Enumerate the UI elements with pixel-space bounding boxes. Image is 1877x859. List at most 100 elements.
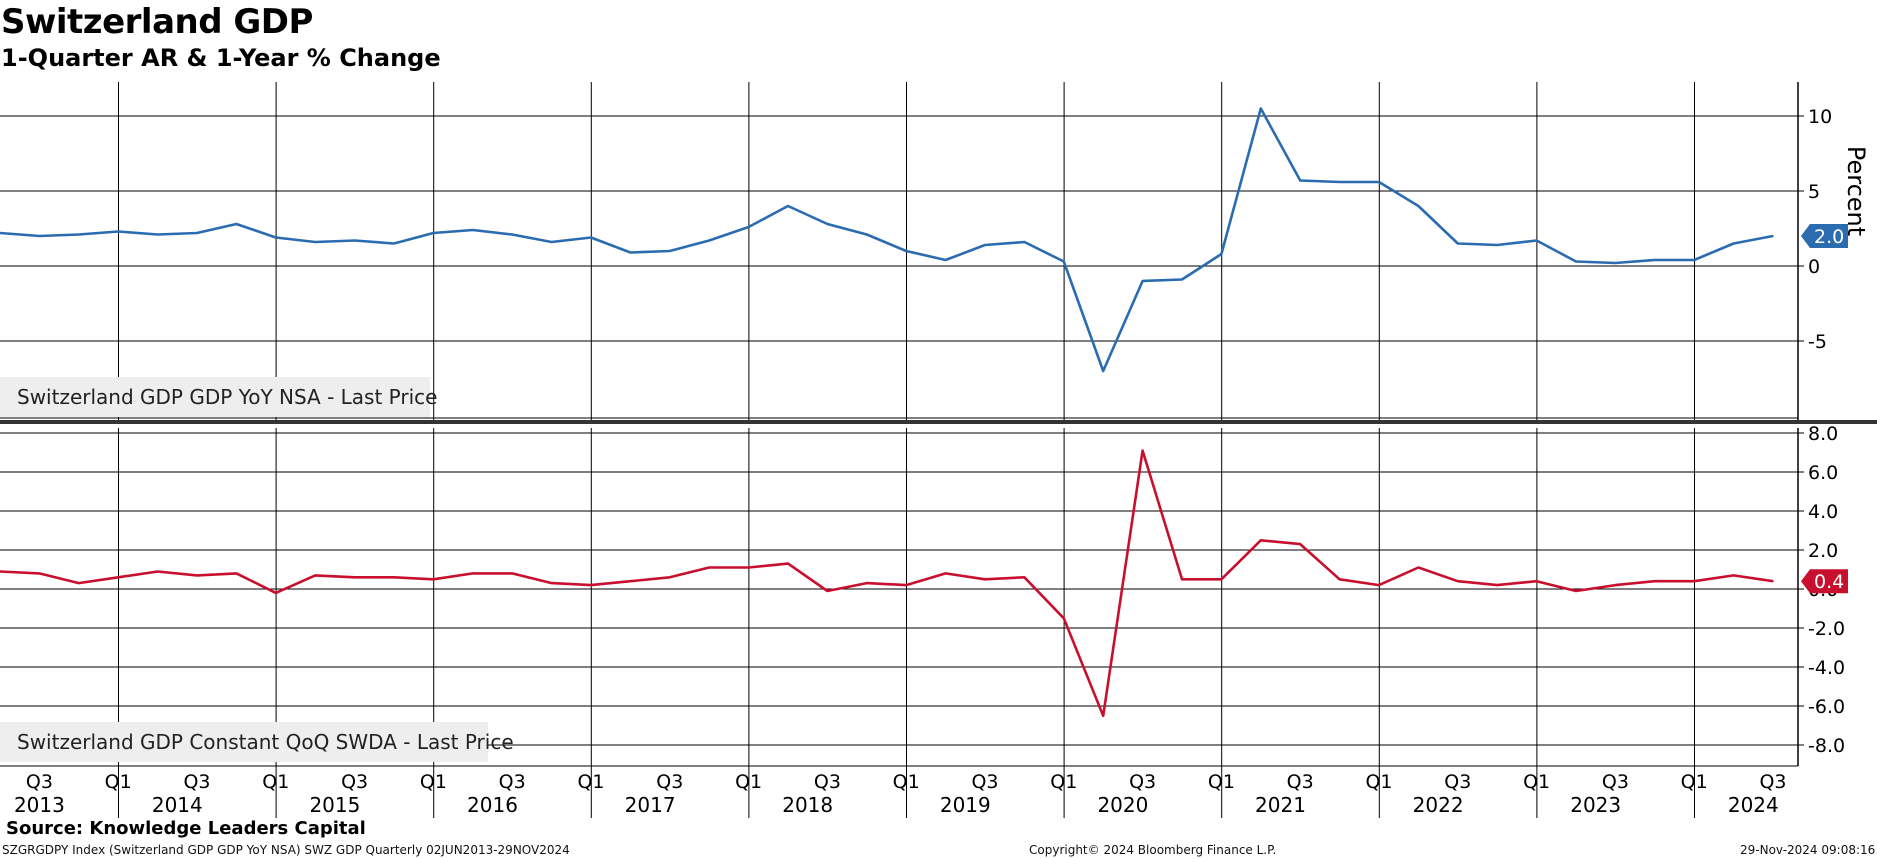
- data-point-yoy: [117, 230, 119, 233]
- footer-timestamp: 29-Nov-2024 09:08:16: [1740, 843, 1876, 857]
- x-year-label: 2023: [1570, 793, 1621, 817]
- data-point-yoy: [314, 241, 317, 243]
- data-point-yoy: [393, 242, 395, 245]
- data-point-yoy: [1260, 107, 1262, 110]
- data-point-qoq: [314, 574, 317, 577]
- last-value-tag-qoq: 0.4: [1801, 569, 1848, 594]
- data-point-yoy: [156, 233, 159, 236]
- data-point-yoy: [1732, 242, 1735, 245]
- ytick-label-yoy: 10: [1808, 106, 1832, 128]
- ytick-label-qoq: -2.0: [1808, 618, 1845, 640]
- ytick-label-qoq: 2.0: [1808, 540, 1838, 562]
- legend-yoy: Switzerland GDP GDP YoY NSA - Last Price: [0, 377, 437, 417]
- data-point-yoy: [1575, 260, 1577, 263]
- data-point-yoy: [1457, 242, 1459, 245]
- data-point-yoy: [1535, 239, 1538, 242]
- data-point-yoy: [235, 223, 238, 225]
- data-point-qoq: [1260, 539, 1262, 542]
- data-point-yoy: [1338, 181, 1341, 183]
- x-year-label: 2020: [1097, 793, 1148, 817]
- footer-copyright: Copyright© 2024 Bloomberg Finance L.P.: [1029, 843, 1277, 857]
- series-line-yoy: [0, 107, 1774, 373]
- data-point-qoq: [984, 578, 986, 581]
- legend-qoq: Switzerland GDP Constant QoQ SWDA - Last…: [0, 722, 514, 762]
- chart-subtitle: 1-Quarter AR & 1-Year % Change: [1, 44, 441, 72]
- data-point-qoq: [1535, 580, 1538, 582]
- data-point-qoq: [787, 562, 789, 565]
- data-point-qoq: [944, 572, 947, 575]
- data-point-yoy: [78, 233, 80, 236]
- x-tick-label: Q3: [1129, 771, 1156, 793]
- data-point-yoy: [1102, 370, 1104, 372]
- data-point-qoq: [1338, 578, 1341, 581]
- data-point-qoq: [0, 570, 1, 573]
- data-point-qoq: [1141, 449, 1144, 452]
- data-point-yoy: [1496, 244, 1498, 246]
- data-point-yoy: [826, 223, 829, 225]
- x-year-label: 2022: [1413, 793, 1464, 817]
- data-point-yoy: [432, 232, 435, 234]
- data-point-qoq: [353, 576, 356, 579]
- data-point-yoy: [1654, 259, 1656, 261]
- last-value-label-qoq: 0.4: [1814, 571, 1844, 593]
- x-year-label: 2021: [1255, 793, 1306, 817]
- x-year-label: 2014: [152, 793, 203, 817]
- data-point-qoq: [866, 582, 868, 584]
- ytick-label-yoy: 0: [1808, 256, 1820, 278]
- data-point-yoy: [1220, 253, 1223, 255]
- data-point-qoq: [1772, 580, 1774, 582]
- data-point-yoy: [550, 241, 553, 243]
- data-point-qoq: [1575, 590, 1577, 592]
- last-value-label-yoy: 2.0: [1814, 226, 1844, 248]
- data-point-qoq: [156, 570, 159, 573]
- data-point-qoq: [550, 582, 553, 584]
- data-point-yoy: [1181, 278, 1183, 281]
- data-point-qoq: [826, 590, 829, 592]
- ytick-label-yoy: -5: [1808, 331, 1827, 353]
- data-point-yoy: [38, 235, 41, 237]
- footer-source: Source: Knowledge Leaders Capital: [6, 818, 366, 839]
- x-tick-label: Q3: [971, 771, 998, 793]
- data-point-yoy: [196, 232, 198, 234]
- ytick-label-qoq: -6.0: [1808, 696, 1845, 718]
- data-point-qoq: [1614, 584, 1617, 586]
- data-point-yoy: [511, 233, 513, 236]
- data-point-yoy: [747, 226, 750, 228]
- ytick-label-yoy: 5: [1808, 181, 1820, 203]
- legend-yoy-label: Switzerland GDP GDP YoY NSA - Last Price: [17, 385, 438, 409]
- data-point-yoy: [669, 250, 671, 252]
- data-point-qoq: [905, 584, 907, 586]
- x-year-label: 2017: [625, 793, 676, 817]
- chart-canvas: -505102.0Percent-8.0-6.0-4.0-2.00.02.04.…: [0, 82, 1877, 818]
- last-value-badge-yoy: [1801, 224, 1848, 248]
- data-point-qoq: [117, 576, 119, 579]
- data-point-yoy: [984, 244, 986, 246]
- data-point-yoy: [905, 250, 907, 252]
- data-point-qoq: [1457, 580, 1459, 582]
- x-tick-label: Q3: [499, 771, 526, 793]
- data-point-qoq: [629, 580, 632, 582]
- data-point-yoy: [708, 239, 710, 242]
- ytick-label-qoq: 8.0: [1808, 423, 1838, 445]
- ytick-label-qoq: -4.0: [1808, 657, 1845, 679]
- data-point-yoy: [944, 259, 947, 261]
- data-point-yoy: [1141, 280, 1144, 282]
- data-point-qoq: [747, 566, 750, 569]
- data-point-qoq: [1378, 584, 1380, 586]
- data-point-yoy: [1693, 259, 1695, 261]
- x-tick-label: Q3: [26, 771, 53, 793]
- chart-title: Switzerland GDP: [1, 2, 313, 42]
- data-point-yoy: [866, 233, 868, 236]
- data-point-qoq: [1220, 578, 1223, 581]
- x-year-label: 2013: [14, 793, 65, 817]
- data-point-yoy: [1614, 262, 1617, 264]
- data-point-qoq: [1654, 580, 1656, 582]
- data-point-yoy: [1299, 179, 1301, 182]
- ytick-label-qoq: 4.0: [1808, 501, 1838, 523]
- data-point-qoq: [432, 578, 435, 581]
- x-year-label: 2024: [1728, 793, 1779, 817]
- data-point-qoq: [669, 576, 671, 579]
- data-point-qoq: [1732, 574, 1735, 577]
- x-year-label: 2015: [309, 793, 360, 817]
- data-point-qoq: [78, 582, 80, 584]
